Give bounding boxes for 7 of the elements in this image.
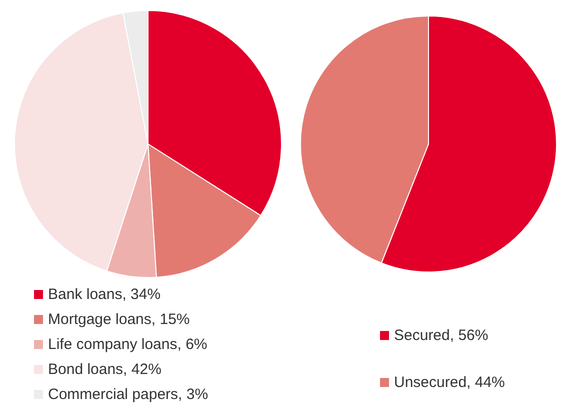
legend-label: Bank loans, 34%	[48, 286, 161, 303]
legend-label: Bond loans, 42%	[48, 361, 162, 378]
legend-label: Life company loans, 6%	[48, 336, 208, 353]
legend-label: Unsecured, 44%	[394, 374, 505, 391]
legend-label: Commercial papers, 3%	[48, 386, 208, 403]
legend-label: Mortgage loans, 15%	[48, 311, 190, 328]
legend-label: Secured, 56%	[394, 327, 488, 344]
